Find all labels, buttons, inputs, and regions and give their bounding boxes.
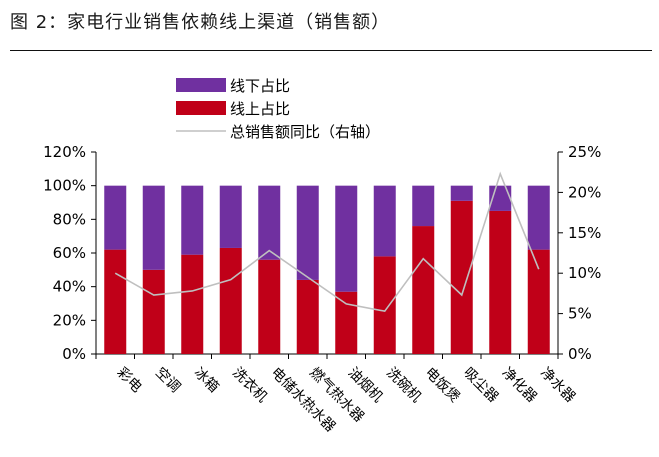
bar-online-share: [489, 210, 512, 354]
bar-online-share: [412, 226, 435, 354]
right-axis-tick-label: 5%: [568, 305, 592, 323]
bar-online-share: [104, 249, 127, 354]
legend-swatch-offline: [176, 78, 226, 92]
chart-title: 图 2：家电行业销售依赖线上渠道（销售额）: [10, 12, 391, 33]
x-category-label: 空调: [152, 365, 183, 396]
bar-online-share: [373, 256, 396, 354]
x-category-label: 冰箱: [191, 365, 222, 396]
bar-offline-share: [181, 185, 204, 255]
x-category-label: 洗碗机: [383, 365, 424, 406]
bar-online-share: [296, 279, 319, 354]
bar-offline-share: [219, 185, 242, 248]
title-divider: [10, 50, 652, 51]
bar-online-share: [181, 254, 204, 354]
right-axis-tick-label: 20%: [568, 183, 601, 201]
left-axis-tick-label: 100%: [43, 177, 86, 195]
x-category-label: 吸尘器: [460, 365, 501, 406]
bar-online-share: [142, 269, 165, 354]
bar-online-share: [450, 200, 473, 354]
bar-online-share: [219, 247, 242, 354]
bar-offline-share: [412, 185, 435, 227]
x-category-label: 净化器: [499, 365, 540, 406]
bar-offline-share: [450, 185, 473, 201]
legend-swatch-online: [176, 101, 226, 115]
bar-online-share: [335, 291, 358, 354]
line-total-sales-yoy: [114, 171, 540, 313]
bar-online-share: [258, 259, 281, 354]
x-category-label: 净水器: [537, 365, 578, 406]
right-axis-tick-label: 0%: [568, 345, 592, 363]
left-axis-tick-label: 0%: [62, 345, 86, 363]
left-axis-tick-label: 40%: [53, 278, 86, 296]
legend-label: 线上占比: [230, 100, 290, 118]
right-axis-tick-label: 10%: [568, 264, 601, 282]
bar-offline-share: [335, 185, 358, 292]
left-axis-tick-label: 80%: [53, 210, 86, 228]
bar-offline-share: [373, 185, 396, 257]
x-category-label: 彩电: [114, 365, 145, 396]
bar-offline-share: [142, 185, 165, 270]
legend-label: 总销售额同比（右轴）: [230, 123, 380, 141]
bar-offline-share: [296, 185, 319, 280]
x-category-label: 洗衣机: [229, 365, 270, 406]
left-axis-tick-label: 60%: [53, 244, 86, 262]
left-axis-tick-label: 20%: [53, 311, 86, 329]
bar-offline-share: [104, 185, 127, 250]
left-axis-tick-label: 120%: [43, 143, 86, 161]
x-category-label: 电饭煲: [422, 364, 464, 406]
bar-online-share: [527, 249, 550, 354]
right-axis-tick-label: 25%: [568, 143, 601, 161]
bar-offline-share: [527, 185, 550, 250]
right-axis-tick-label: 15%: [568, 224, 601, 242]
bar-offline-share: [258, 185, 281, 260]
legend-label: 线下占比: [230, 77, 290, 95]
